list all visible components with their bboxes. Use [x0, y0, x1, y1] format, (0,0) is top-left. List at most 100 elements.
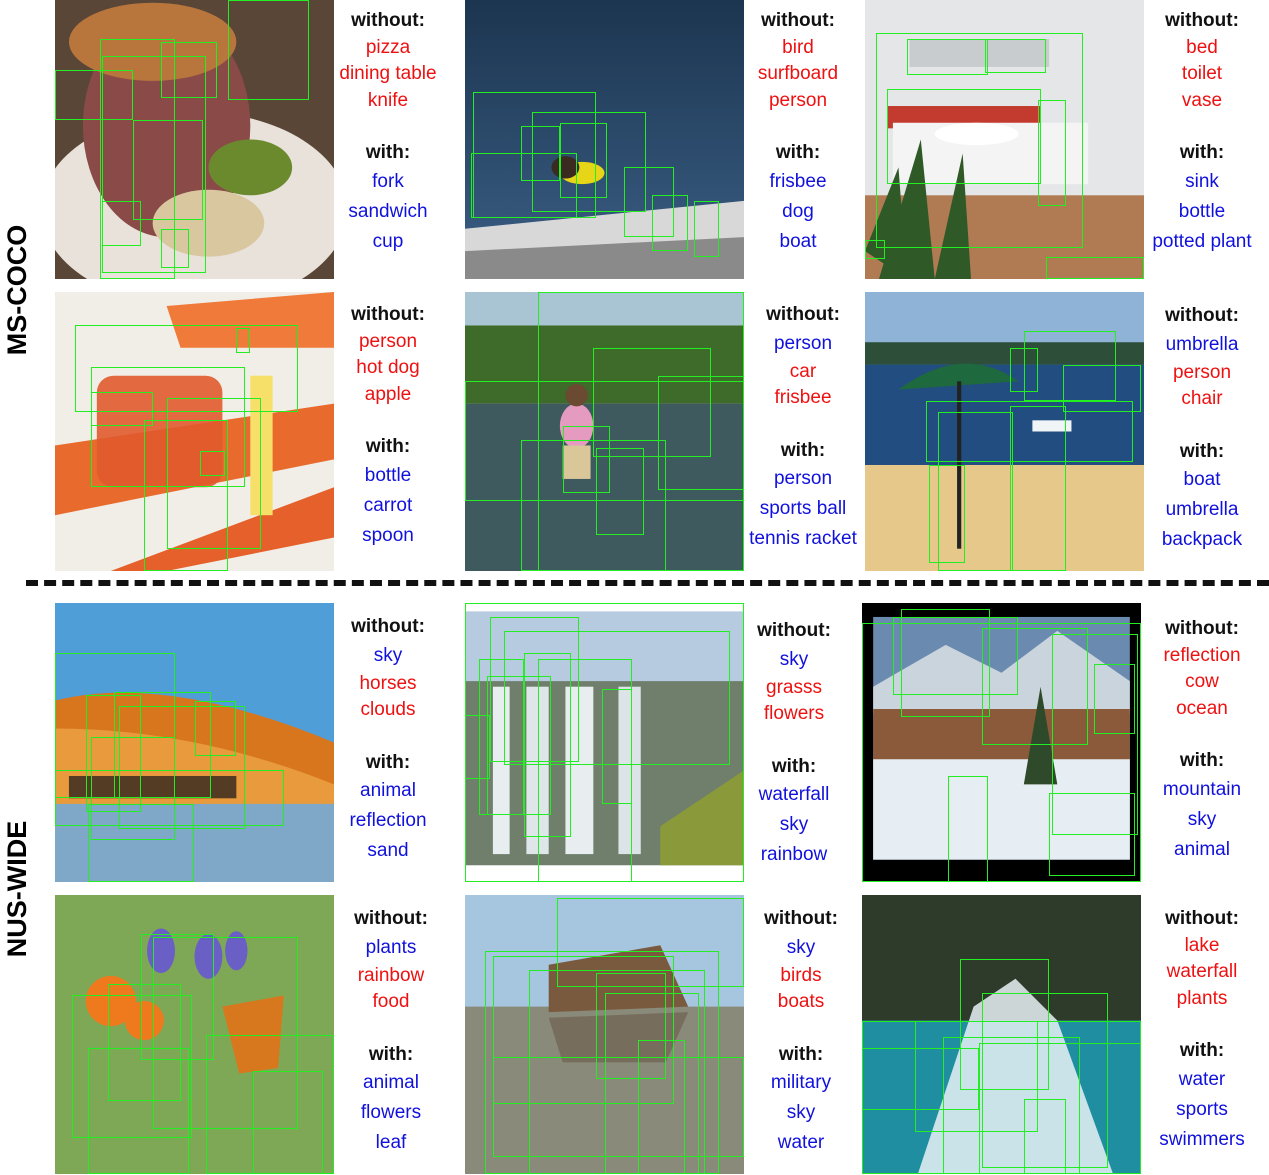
with-label: spoon: [362, 524, 414, 546]
label-panel: without: pizza dining table knife with: fork s…: [333, 8, 443, 257]
bounding-box: [959, 959, 1049, 1091]
without-label: person: [1172, 361, 1232, 383]
without-label: frisbee: [774, 387, 832, 408]
with-label: leaf: [375, 1132, 407, 1153]
with-label: sandwich: [348, 200, 428, 222]
bounding-box: [161, 41, 217, 98]
photo-splash: [862, 895, 1141, 1174]
with-label: animal: [360, 780, 416, 801]
without-label: sky: [786, 936, 816, 958]
without-label: apple: [364, 383, 412, 405]
bounding-box: [865, 239, 885, 260]
with-label: boat: [779, 230, 817, 252]
bounding-box: [562, 425, 611, 493]
without-header: without:: [1165, 908, 1239, 929]
bounding-box: [470, 153, 577, 218]
without-label: person: [358, 330, 418, 352]
bounding-box: [876, 33, 1083, 249]
without-header: without:: [354, 908, 428, 929]
bounding-box: [1063, 364, 1142, 412]
bounding-box: [253, 1070, 323, 1174]
bounding-box: [152, 936, 298, 1130]
photo-ocean-dog: [465, 0, 744, 279]
with-header: with:: [778, 1043, 824, 1065]
bounding-box: [492, 956, 675, 1105]
with-label: bottle: [1178, 200, 1226, 222]
with-label: dog: [782, 200, 814, 222]
without-label: umbrella: [1165, 333, 1239, 355]
with-header: with:: [368, 1043, 414, 1065]
without-label: horses: [359, 672, 417, 694]
with-header: with:: [1179, 1040, 1225, 1061]
without-label: person: [768, 89, 828, 111]
bounding-box: [144, 420, 228, 571]
photo-tennis: [465, 292, 744, 571]
without-label: grasss: [766, 676, 822, 698]
photo-deer-landscape: [862, 603, 1141, 882]
without-label: sky: [779, 648, 809, 670]
bounding-box: [520, 125, 560, 182]
without-label: rainbow: [357, 964, 425, 986]
with-label: person: [773, 468, 833, 489]
with-label: backpack: [1161, 529, 1243, 550]
bounding-box: [490, 616, 580, 763]
bounding-box: [862, 622, 1141, 882]
with-label: sports: [1176, 1098, 1228, 1120]
bounding-box: [1051, 633, 1139, 835]
with-label: sky: [1187, 808, 1217, 830]
with-label: sky: [779, 814, 809, 835]
without-label: chair: [1181, 388, 1223, 409]
with-header: with:: [365, 436, 411, 457]
bounding-box: [937, 411, 1013, 571]
bounding-box: [492, 1056, 744, 1158]
label-panel: without: bed toilet vase with: sink bottle pott…: [1142, 8, 1262, 257]
with-header: with:: [1179, 142, 1225, 163]
with-label: umbrella: [1165, 499, 1239, 520]
bounding-box: [892, 616, 1019, 696]
photo-sandwich: [55, 0, 334, 279]
bounding-box: [906, 39, 988, 76]
without-label: birds: [780, 964, 822, 986]
bounding-box: [487, 675, 552, 816]
label-panel: without: lake waterfall plants with: water spo…: [1142, 906, 1262, 1155]
section-label-ms-coco: MS-COCO: [2, 224, 32, 356]
bounding-box: [624, 167, 675, 238]
without-label: knife: [367, 89, 409, 111]
bounding-box: [91, 392, 153, 426]
label-panel: without: person car frisbee with: person sport…: [743, 302, 863, 554]
bounding-box: [929, 464, 966, 563]
photo-desert: [55, 603, 334, 882]
photo-bathroom: [865, 0, 1144, 279]
with-label: swimmers: [1159, 1128, 1245, 1150]
with-label: carrot: [363, 494, 413, 516]
bounding-box: [523, 653, 571, 838]
label-panel: without: sky horses clouds with: animal reflec…: [333, 614, 443, 866]
without-header: without:: [764, 908, 838, 929]
label-panel: without: plants rainbow food with: animal flow…: [336, 906, 446, 1158]
with-label: tennis racket: [749, 528, 857, 549]
with-label: reflection: [349, 810, 427, 831]
bounding-box: [531, 111, 647, 213]
bounding-box: [1048, 792, 1136, 877]
without-label: sky: [373, 644, 403, 666]
without-label: food: [372, 991, 410, 1012]
bounding-box: [55, 69, 134, 120]
with-header: with:: [775, 142, 821, 163]
without-label: car: [789, 360, 817, 382]
bounding-box: [133, 119, 203, 221]
label-panel: without: reflection cow ocean with: mountain s…: [1142, 616, 1262, 865]
bounding-box: [1010, 406, 1066, 571]
bounding-box: [119, 706, 245, 829]
with-label: fork: [372, 170, 404, 192]
bounding-box: [1046, 256, 1144, 279]
with-label: rainbow: [760, 844, 828, 865]
with-label: sink: [1185, 170, 1219, 192]
without-label: bird: [782, 36, 814, 58]
with-header: with:: [365, 142, 411, 163]
bounding-box: [108, 984, 181, 1102]
bounding-box: [984, 39, 1047, 73]
bounding-box: [981, 628, 1088, 746]
bounding-box: [88, 803, 195, 882]
without-header: without:: [351, 616, 425, 637]
without-label: ocean: [1176, 697, 1228, 719]
